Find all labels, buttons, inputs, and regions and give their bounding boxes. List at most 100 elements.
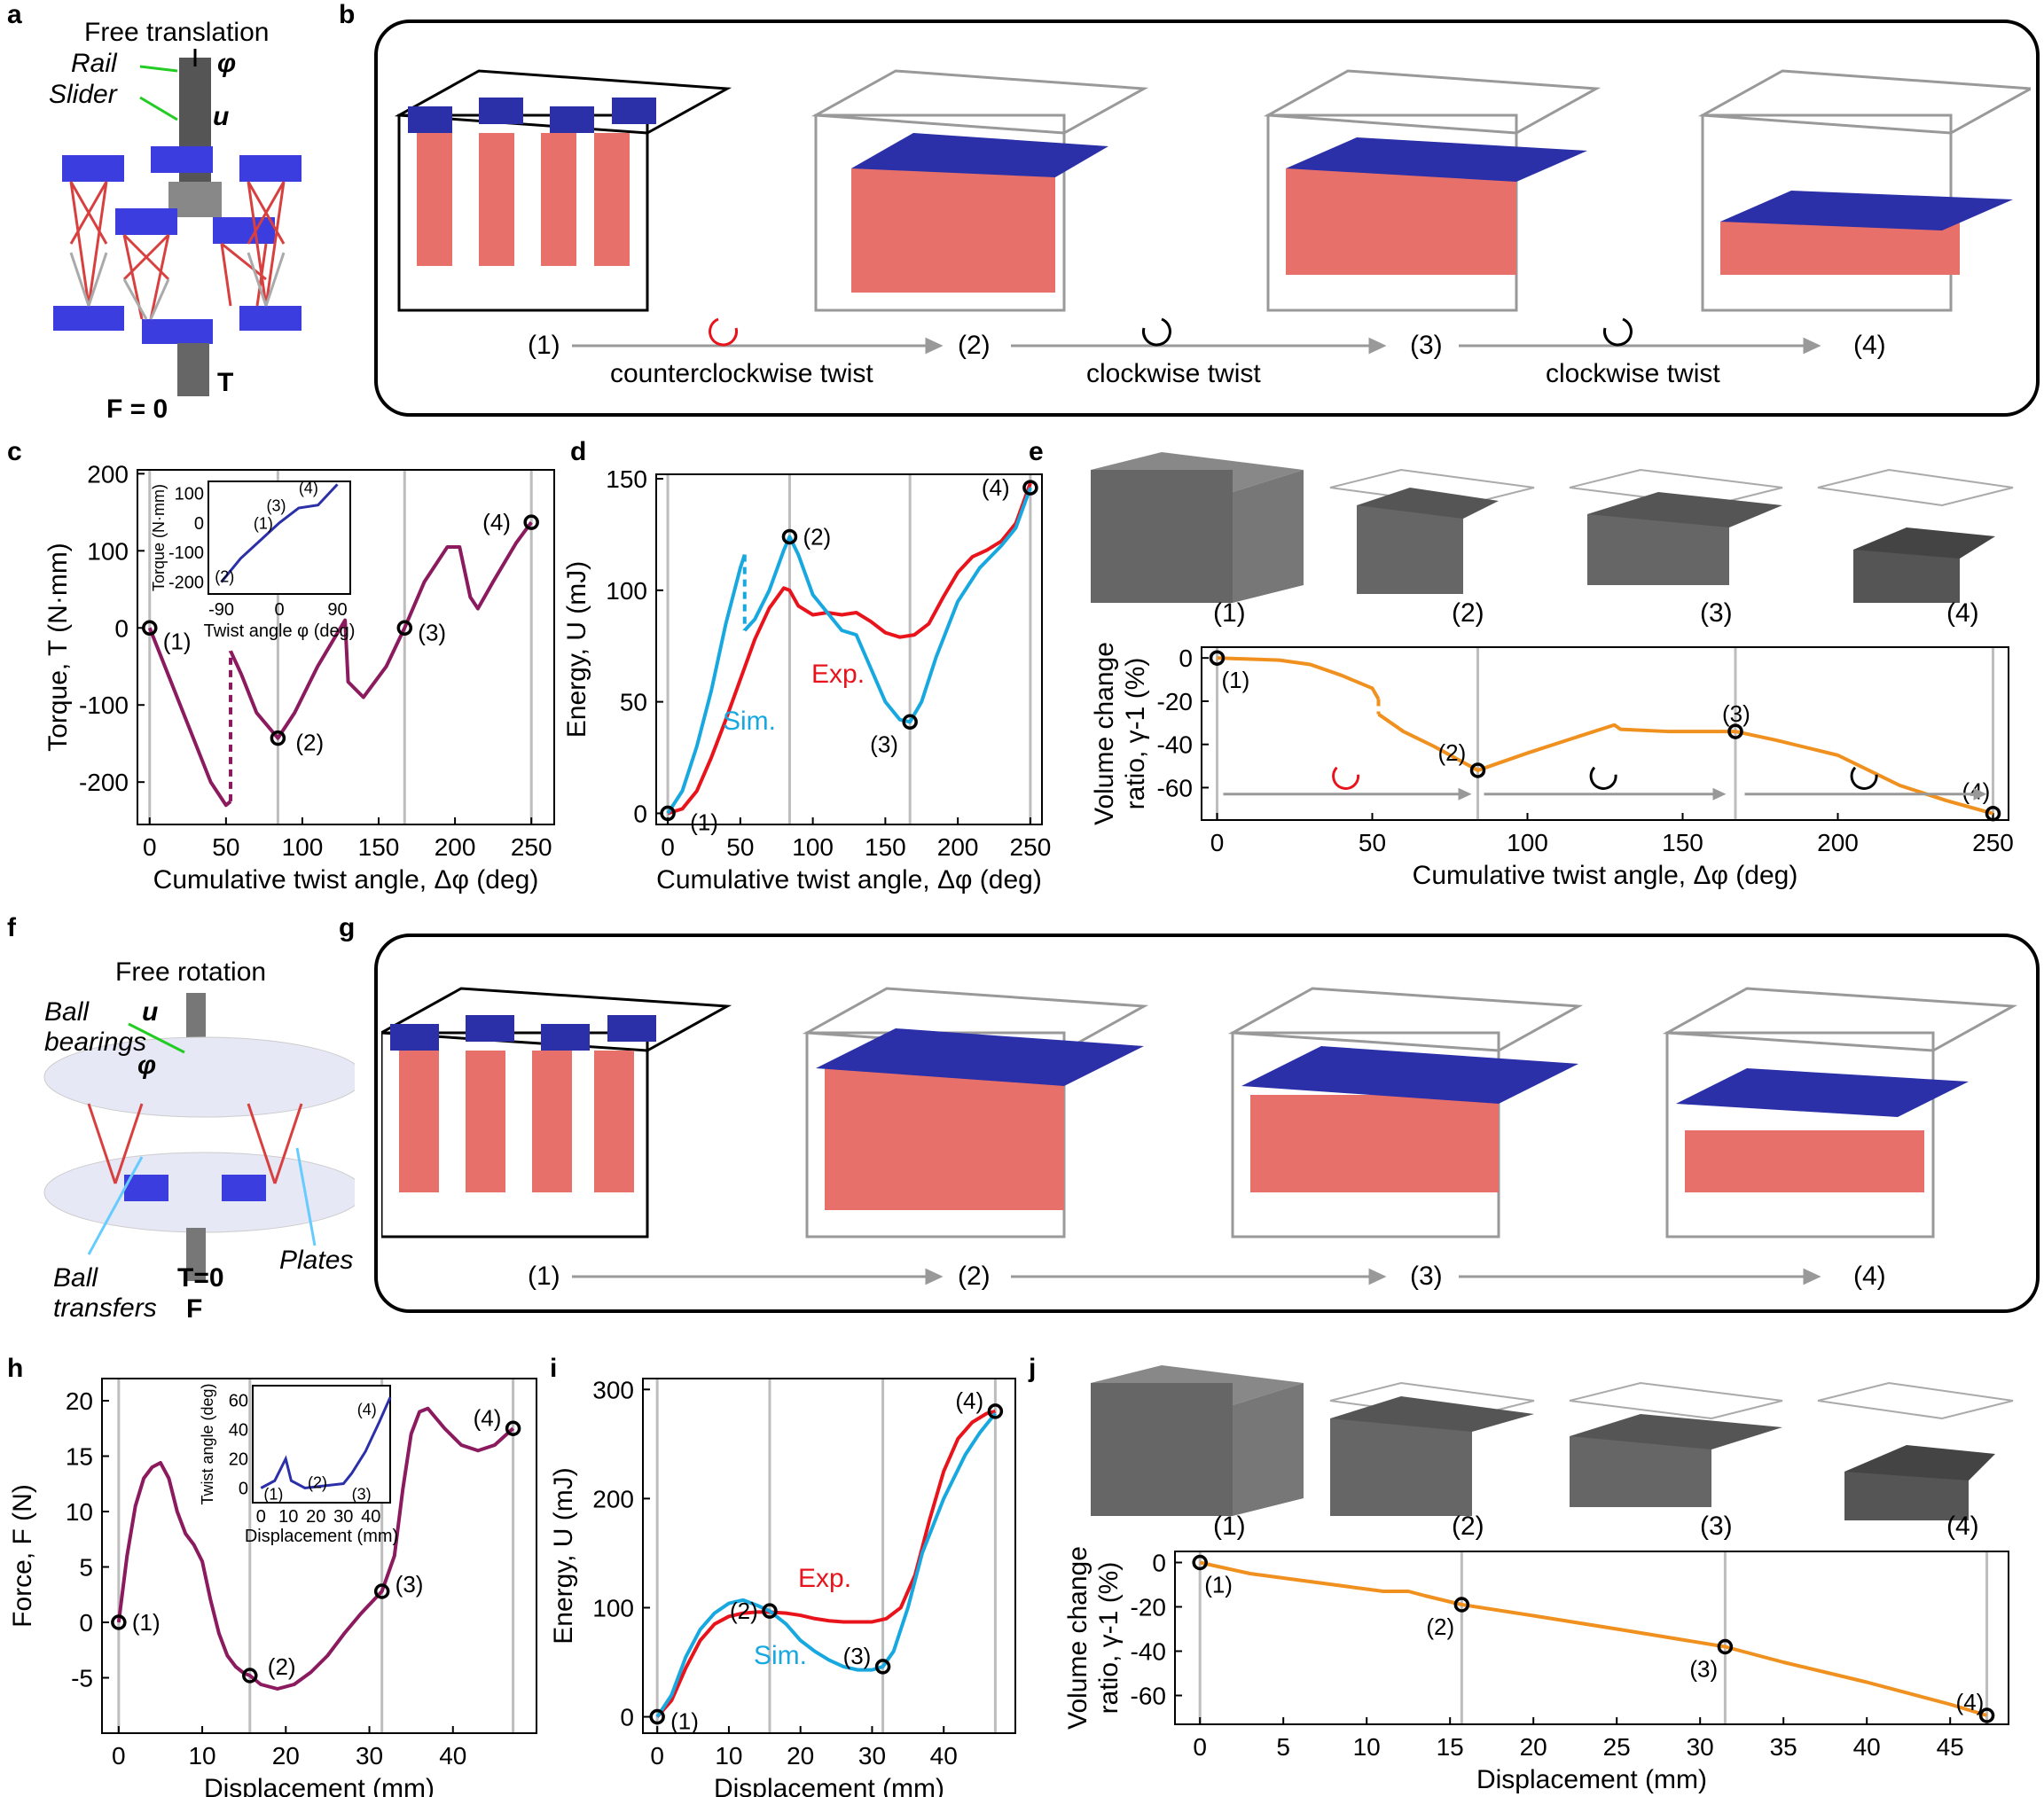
state-marker (242, 1668, 258, 1684)
x-tick-label: 200 (435, 833, 476, 861)
panel-j-thumbnails (1091, 1365, 2014, 1520)
axes-frame (1201, 646, 2009, 821)
inset-x-tick: 20 (306, 1507, 325, 1527)
series-line-exp (655, 1409, 996, 1718)
panel-letter-b: b (339, 0, 356, 29)
x-tick-label: 35 (1770, 1733, 1797, 1761)
y-axis-label-line2: ratio, γ-1 (%) (1094, 1562, 1124, 1715)
bottom-rod-shape (177, 343, 209, 396)
y-tick-label: 150 (606, 465, 647, 493)
y-tick-label: -20 (1157, 688, 1193, 715)
state-marker (1717, 1638, 1734, 1655)
x-tick-label: 0 (661, 833, 675, 861)
y-tick-label: -20 (1131, 1594, 1166, 1621)
y-tick-label: 20 (66, 1387, 93, 1415)
x-tick-label: 50 (726, 833, 754, 861)
y-tick-label: 5 (79, 1554, 93, 1582)
x-tick-label: 0 (112, 1742, 126, 1770)
rail-label: Rail (71, 49, 117, 78)
g-state-1-drawing (381, 987, 732, 1238)
y-tick-label: -200 (79, 769, 129, 796)
inset-y-tick: 40 (229, 1421, 248, 1441)
j-thumb-4 (1817, 1381, 2014, 1520)
state-marker (373, 1583, 390, 1599)
g-state-2-drawing (802, 987, 1149, 1238)
b-state-1-drawing (394, 69, 732, 312)
y-tick-label: 0 (1179, 645, 1193, 672)
x-tick-label: 20 (272, 1742, 300, 1770)
state-marker-label: (2) (268, 1653, 296, 1680)
chart-i: 0 10 20 30 40 0 100 200 300 Displacement (mm) Ener… (550, 1376, 1016, 1797)
chart-e: 0 50 100 150 200 250 0 -20 -40 -60 Cumulative twis… (1090, 642, 2014, 890)
state-marker-label: (3) (1689, 1656, 1718, 1683)
apparatus-f-drawing (43, 993, 364, 1281)
x-tick-label: 100 (282, 833, 324, 861)
chart-c: 0 50 100 150 200 250 -200 -100 0 100 200 Cumulative… (43, 460, 555, 895)
state-marker (660, 805, 676, 822)
state-marker (781, 528, 798, 545)
panel-letter-i: i (550, 1354, 558, 1383)
b-state-2: (2) (958, 331, 991, 360)
series-annotation: Exp. (798, 1564, 851, 1593)
state-marker-label: (3) (1722, 700, 1750, 727)
series-line-0 (1217, 656, 1381, 700)
series-line-sim (666, 553, 747, 815)
state-marker (987, 1403, 1004, 1419)
x-axis-label: Cumulative twist angle, Δφ (deg) (153, 865, 539, 895)
b-step-2: clockwise twist (1086, 359, 1261, 388)
x-tick-label: 50 (1359, 829, 1386, 856)
x-tick-label: 150 (1662, 829, 1703, 856)
series-line-0 (147, 627, 232, 808)
inset-y-tick: 0 (239, 1480, 248, 1499)
b-state-4-drawing (1697, 69, 2031, 312)
state-marker-label: (1) (132, 1609, 161, 1636)
plates-label: Plates (279, 1246, 354, 1275)
j-thumb-1 (1091, 1365, 1304, 1516)
state-marker-label: (2) (730, 1598, 758, 1624)
panel-letter-h: h (7, 1354, 24, 1383)
state-marker (762, 1603, 778, 1619)
inset-frame (208, 481, 351, 595)
inset-state-label: (3) (266, 496, 286, 514)
state-marker-label: (1) (1222, 667, 1250, 693)
series-line-sim (743, 487, 1032, 724)
y-tick-label: 0 (633, 800, 647, 827)
e-thumb-2 (1329, 468, 1535, 594)
inset-x-tick: 90 (327, 600, 347, 620)
x-tick-label: 30 (858, 1742, 886, 1770)
state-marker (505, 1420, 521, 1436)
inset-curve (220, 483, 339, 583)
y-tick-label: -100 (79, 691, 129, 719)
y-tick-label: 0 (114, 614, 129, 642)
inset-x-tick: 0 (274, 600, 284, 620)
b-step-1: counterclockwise twist (610, 359, 873, 388)
e-thumb-label-1: (1) (1213, 598, 1246, 628)
state-marker (111, 1614, 127, 1630)
g-state-3-drawing (1227, 987, 1584, 1238)
state-marker-label: (3) (870, 731, 898, 757)
step-arrowhead (1458, 787, 1472, 801)
x-tick-label: 30 (1687, 1733, 1714, 1761)
y-axis-label: Energy, U (mJ) (550, 1467, 578, 1644)
state-marker-label: (3) (843, 1643, 872, 1669)
inset-x-tick: 10 (278, 1507, 298, 1527)
x-axis-label: Displacement (mm) (714, 1774, 944, 1797)
x-axis-label: Cumulative twist angle, Δφ (deg) (1413, 861, 1798, 890)
y-tick-label: 100 (592, 1594, 634, 1621)
state-marker-label: (4) (482, 509, 511, 535)
state-marker (142, 620, 158, 637)
free-translation-label: Free translation (84, 18, 270, 47)
y-axis-label: Torque, T (N·mm) (43, 543, 73, 752)
b-state-2-drawing (811, 69, 1149, 312)
inset-x-tick: 30 (333, 1507, 353, 1527)
step-arrowhead (1712, 787, 1727, 801)
apparatus-a-drawing (53, 49, 302, 396)
x-tick-label: 0 (1193, 1733, 1207, 1761)
y-axis-label: Energy, U (mJ) (562, 561, 591, 738)
chart-d: 0 50 100 150 200 250 0 50 100 150 Cumulative twist… (562, 465, 1051, 895)
y-tick-label: 100 (606, 577, 647, 605)
x-axis-label: Displacement (mm) (1476, 1765, 1707, 1794)
inset-x-tick: 0 (256, 1507, 266, 1527)
inset-state-label: (1) (254, 514, 273, 532)
state-marker-label: (2) (1426, 1613, 1454, 1640)
